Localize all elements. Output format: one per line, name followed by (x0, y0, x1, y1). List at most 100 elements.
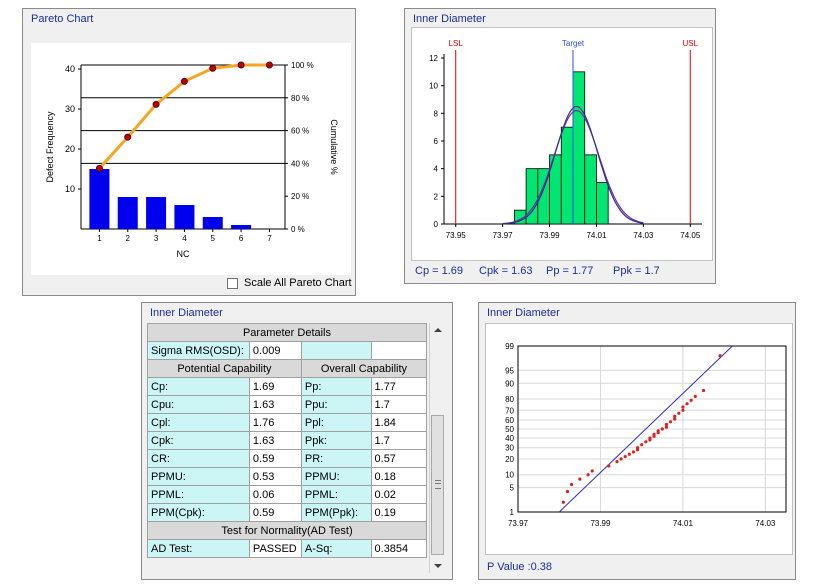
hist-x-tick-label: 73.97 (493, 231, 514, 240)
prob-x-tick-label: 73.97 (508, 519, 529, 528)
prob-y-tick-label: 90 (505, 379, 514, 388)
prob-point (565, 489, 570, 494)
pareto-y2-tick-label: 60 % (291, 127, 309, 136)
prob-y-tick-label: 10 (505, 471, 514, 480)
pareto-x-tick-label: 5 (211, 234, 216, 243)
prob-point (681, 405, 685, 409)
pareto-panel: Pareto Chart 10 20 30 40 0 % 20 % 40 % 60 % 80 %… (22, 8, 356, 296)
prob-point (590, 469, 594, 473)
scale-all-checkbox[interactable] (227, 278, 238, 289)
histogram-panel: Inner Diameter LSL USL Target 0 2 4 6 8 10 12 73.9… (404, 8, 716, 284)
parameter-details-header: Parameter Details (147, 323, 427, 342)
pareto-x-tick-label: 1 (97, 234, 102, 243)
empty-cell (300, 341, 372, 360)
param-label: Cpu: (147, 395, 250, 414)
pareto-y2-tick-label: 20 % (291, 192, 309, 201)
prob-y-tick-label: 1 (510, 508, 515, 517)
scroll-up-icon[interactable] (430, 323, 446, 337)
pareto-y2-tick-label: 100 % (291, 61, 314, 70)
prob-point (627, 452, 631, 456)
param-value: 0.02 (370, 485, 428, 504)
pareto-cumulative-point (237, 61, 245, 69)
prob-y-tick-label: 50 (505, 425, 514, 434)
hist-bar (596, 182, 609, 225)
hist-x-tick-label: 74.05 (680, 231, 701, 240)
target-label: Target (562, 39, 585, 48)
parameter-table: Parameter Details Sigma RMS(OSD): 0.009 … (147, 323, 428, 558)
hist-bar (560, 126, 574, 225)
prob-y-tick-label: 99 (505, 342, 514, 351)
pareto-x-tick-label: 7 (267, 234, 272, 243)
scroll-thumb[interactable] (431, 415, 444, 555)
probplot-panel: Inner Diameter 1 5 10 20 30 40 50 60 70 80 90 95 99 7… (478, 302, 796, 580)
pareto-y-tick-label: 30 (65, 104, 75, 114)
prob-point (718, 354, 722, 358)
prob-point (673, 414, 677, 418)
param-label: PPMU: (147, 467, 250, 486)
param-row: PPML: 0.06 PPML: 0.02 (147, 485, 428, 504)
pareto-cumulative-point (152, 100, 160, 108)
prob-point (660, 427, 664, 431)
normality-header: Test for Normality(AD Test) (147, 521, 427, 540)
probplot-title: Inner Diameter (487, 307, 560, 319)
histogram-chart: LSL USL Target 0 2 4 6 8 10 12 73.95 73.97 73.99 74.0… (429, 39, 702, 240)
pareto-y2-tick-label: 0 % (291, 225, 305, 234)
potential-capability-header: Potential Capability (147, 359, 302, 378)
hist-y-tick-label: 2 (434, 192, 439, 201)
param-label: PPMU: (300, 467, 372, 486)
param-value: 1.7 (370, 395, 428, 414)
pareto-bar (146, 197, 167, 229)
prob-point (619, 457, 623, 461)
prob-point (607, 464, 611, 468)
pareto-chart-area: 10 20 30 40 0 % 20 % 40 % 60 % 80 % 100 % 1 2 3 4 5 6 7 D… (31, 43, 351, 275)
scroll-down-icon[interactable] (430, 559, 446, 573)
hist-x-tick-label: 73.99 (540, 231, 561, 240)
prob-point (693, 394, 697, 398)
prob-point (635, 446, 640, 450)
asq-value: 0.3854 (370, 539, 428, 558)
pareto-x-tick-label: 4 (182, 234, 187, 243)
cp-stat: Cp = 1.69 (415, 265, 464, 277)
param-label: Pp: (300, 377, 372, 396)
prob-point (623, 454, 627, 459)
prob-point (701, 388, 706, 393)
histogram-chart-area: LSL USL Target 0 2 4 6 8 10 12 73.95 73.97 73.99 74.0… (411, 27, 713, 261)
param-value: 0.18 (370, 467, 428, 486)
prob-point (681, 408, 685, 412)
prob-point (615, 460, 619, 464)
param-row: PPMU: 0.53 PPMU: 0.18 (147, 467, 428, 486)
scale-all-label[interactable]: Scale All Pareto Chart (244, 277, 352, 289)
hist-x-tick-label: 74.03 (633, 231, 654, 240)
hist-y-tick-label: 4 (434, 165, 439, 174)
prob-x-tick-label: 74.01 (673, 519, 694, 528)
prob-y-tick-label: 40 (505, 434, 514, 443)
pareto-y-tick-label: 20 (65, 144, 75, 154)
param-value: 0.59 (248, 449, 302, 468)
prob-point (631, 450, 636, 454)
param-value: 1.63 (248, 431, 302, 450)
prob-point (664, 425, 669, 429)
hist-y-tick-label: 6 (434, 137, 439, 146)
pp-stat: Pp = 1.77 (546, 265, 594, 277)
prob-point (689, 398, 693, 402)
pareto-cumulative-point (265, 61, 273, 69)
prob-fit-line (558, 345, 733, 513)
hist-y-tick-label: 10 (429, 82, 438, 91)
hist-bar (584, 154, 597, 225)
pareto-bar (231, 225, 252, 229)
param-value: 1.69 (248, 377, 302, 396)
hist-x-tick-label: 74.01 (586, 231, 607, 240)
pareto-y-tick-label: 10 (65, 184, 75, 194)
param-label: Cp: (147, 377, 250, 396)
pareto-cumulative-point (209, 64, 217, 72)
prob-y-tick-label: 60 (505, 416, 514, 425)
prob-x-tick-label: 73.99 (590, 519, 611, 528)
pareto-chart: 10 20 30 40 0 % 20 % 40 % 60 % 80 % 100 % 1 2 3 4 5 6 7 D… (45, 61, 339, 259)
params-scrollbar[interactable] (429, 323, 446, 573)
prob-frame (517, 345, 787, 513)
scroll-grip-icon (435, 480, 441, 489)
ad-test-label: AD Test: (147, 539, 250, 558)
pareto-xlabel: NC (177, 249, 190, 259)
param-row: Cpl: 1.76 Ppl: 1.84 (147, 413, 428, 432)
